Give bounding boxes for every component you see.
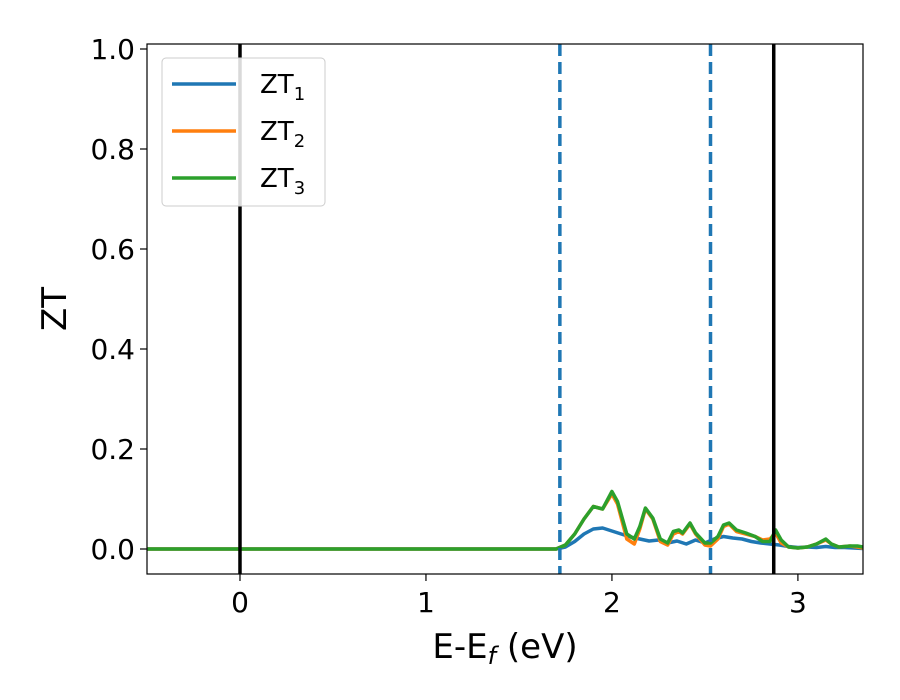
x-axis-label-suffix: (eV) [496,627,578,667]
y-tick-label: 1.0 [90,33,135,66]
x-tick-label: 1 [417,586,435,619]
y-tick-label: 0.8 [90,133,135,166]
y-tick-label: 0.0 [90,533,135,566]
x-tick-label: 0 [231,586,249,619]
series-layer [147,489,864,551]
y-axis-label: ZT [35,287,75,331]
x-tick-label: 3 [789,586,807,619]
x-ticks: 0 1 2 3 [231,574,807,619]
x-tick-label: 2 [603,586,621,619]
legend-label-zt3: ZT3 [260,164,305,199]
legend-label-zt1: ZT1 [260,70,305,105]
y-tick-label: 0.6 [90,233,135,266]
x-axis-label: E-Ef (eV) [432,627,577,670]
x-axis-label-base: E-E [432,627,487,667]
legend-box [161,57,326,207]
y-ticks: 0.0 0.2 0.4 0.6 0.8 1.0 [90,33,147,566]
plot-frame [146,43,864,575]
y-tick-label: 0.4 [90,333,135,366]
legend-label-zt2: ZT2 [260,117,305,152]
legend-items: ZT1 ZT2 ZT3 [172,70,305,199]
y-tick-label: 0.2 [90,433,135,466]
series-line-zt3 [147,489,864,551]
legend: ZT1 ZT2 ZT3 [161,57,326,207]
